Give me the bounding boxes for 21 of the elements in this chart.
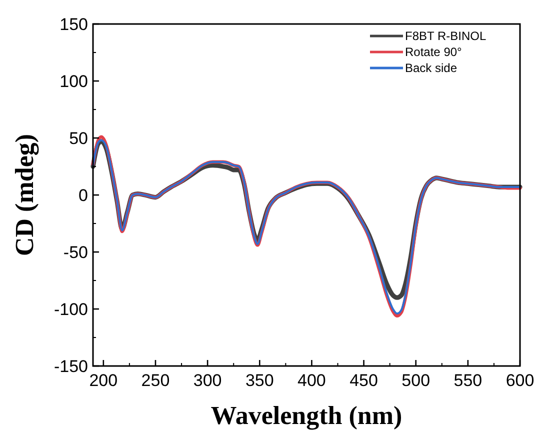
- x-tick-label: 550: [454, 371, 482, 390]
- legend-label: F8BT R-BINOL: [405, 29, 486, 43]
- y-tick-label: 150: [60, 15, 88, 34]
- y-tick-label: 100: [60, 72, 88, 91]
- y-tick-label: -50: [63, 243, 88, 262]
- x-tick-label: 400: [298, 371, 326, 390]
- x-tick-label: 600: [506, 371, 534, 390]
- y-tick-label: -150: [54, 357, 88, 376]
- legend-label: Rotate 90°: [405, 45, 462, 59]
- x-tick-label: 300: [193, 371, 222, 390]
- y-tick-label: -100: [54, 300, 88, 319]
- y-tick-label: 50: [69, 129, 88, 148]
- y-axis-title: CD (mdeg): [10, 134, 39, 256]
- x-tick-label: 200: [89, 371, 118, 390]
- x-tick-label: 450: [350, 371, 378, 390]
- legend-label: Back side: [405, 61, 458, 75]
- x-tick-label: 250: [141, 371, 170, 390]
- x-tick-label: 500: [402, 371, 430, 390]
- x-axis-title: Wavelength (nm): [210, 401, 402, 430]
- y-tick-label: 0: [78, 186, 88, 205]
- x-tick-label: 350: [245, 371, 274, 390]
